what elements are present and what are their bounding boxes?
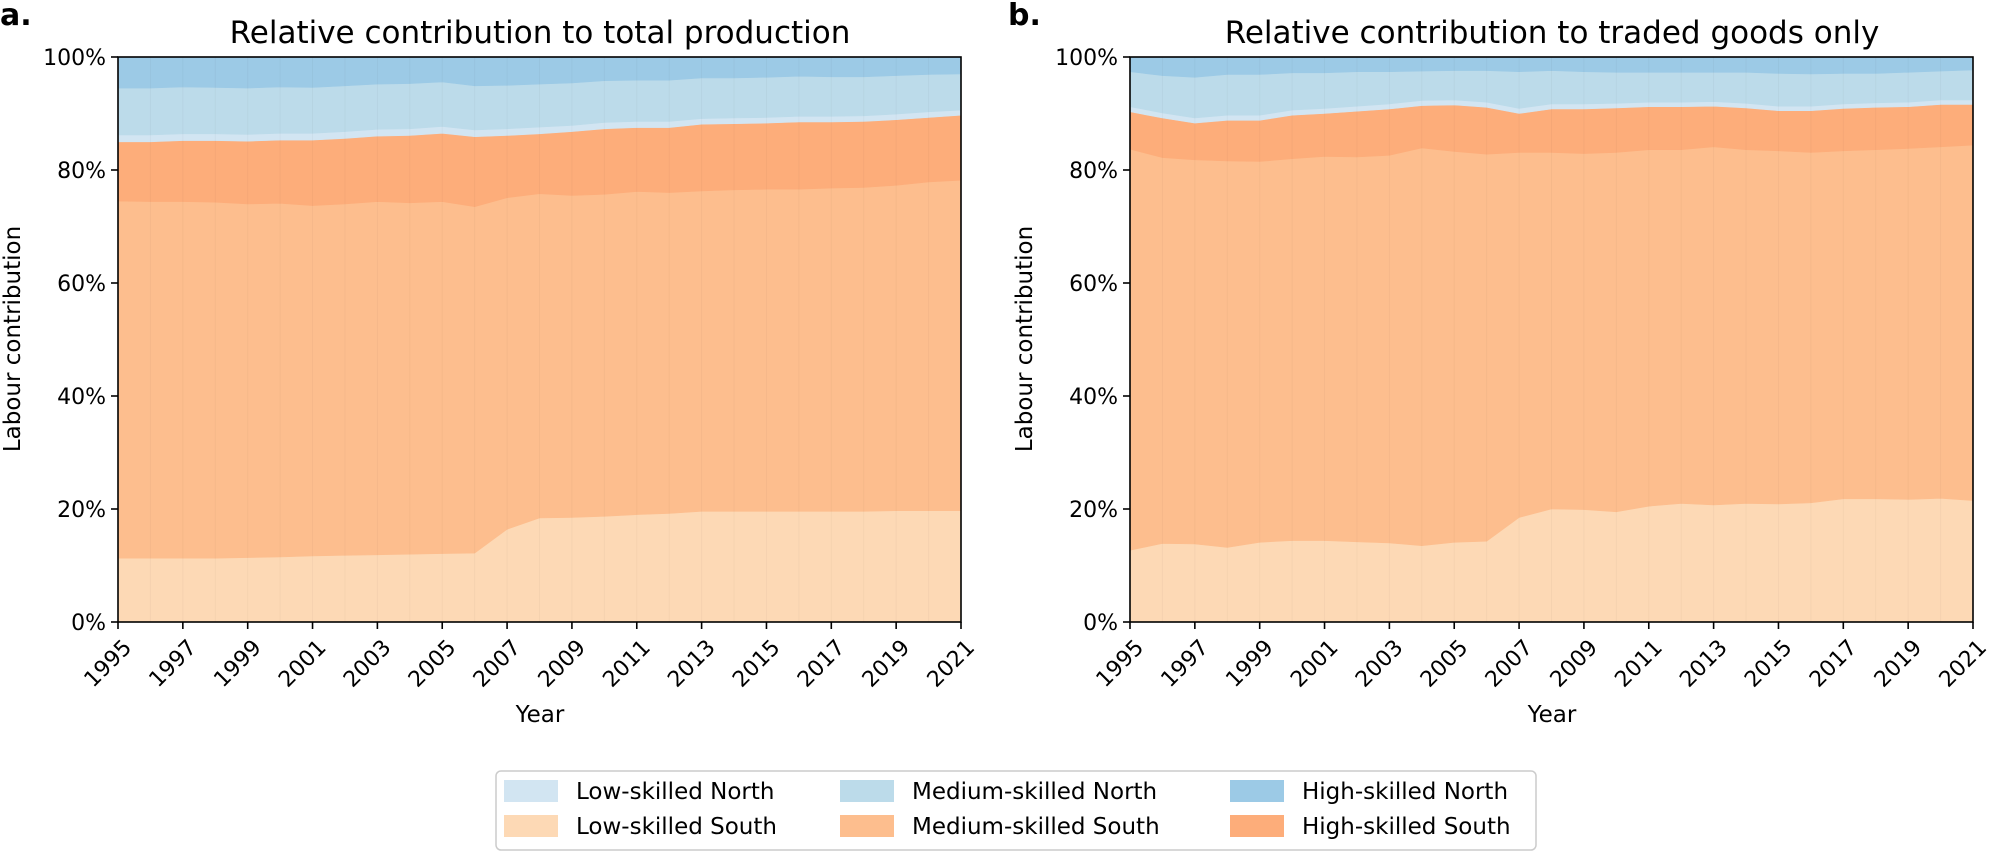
panel-a-ytick-label: 0% bbox=[71, 611, 106, 636]
panel-a: a. Relative contribution to total produc… bbox=[0, 0, 980, 728]
panel-a-xtick-label: 2015 bbox=[728, 635, 785, 692]
panel-a-ytick-label: 60% bbox=[57, 272, 106, 297]
panel-b-xtick-label: 1997 bbox=[1157, 635, 1214, 692]
legend-item-medium-skilled-south: Medium-skilled South bbox=[840, 814, 1160, 840]
panel-b-ytick-label: 100% bbox=[1055, 46, 1118, 71]
panel-b-title: Relative contribution to traded goods on… bbox=[1225, 15, 1880, 51]
panel-a-ytick-label: 100% bbox=[43, 46, 106, 71]
panel-b-ytick-label: 80% bbox=[1069, 159, 1118, 184]
panel-b-ytick-label: 20% bbox=[1069, 498, 1118, 523]
panel-b-xtick-label: 2011 bbox=[1610, 635, 1667, 692]
panel-a-xtick-label: 2003 bbox=[339, 635, 396, 692]
panel-b-ytick-label: 40% bbox=[1069, 385, 1118, 410]
panel-a-xtick-label: 2013 bbox=[663, 635, 720, 692]
panel-a-xtick-label: 2019 bbox=[858, 635, 915, 692]
legend-label: High-skilled North bbox=[1302, 779, 1508, 805]
legend-item-high-skilled-south: High-skilled South bbox=[1230, 814, 1511, 840]
legend-label: Low-skilled North bbox=[576, 779, 774, 805]
panel-a-xtick-label: 2011 bbox=[598, 635, 655, 692]
panel-b-frame bbox=[1129, 56, 1974, 623]
panel-a-ylabel: Labour contribution bbox=[0, 226, 26, 452]
legend-label: Medium-skilled South bbox=[912, 814, 1160, 840]
legend-items: Low-skilled North Medium-skilled North Hig… bbox=[504, 779, 1511, 840]
panel-b-xtick-label: 1999 bbox=[1221, 635, 1278, 692]
panel-a-ytick-label: 20% bbox=[57, 498, 106, 523]
panel-a-title: Relative contribution to total productio… bbox=[230, 15, 851, 51]
panel-b-label: b. bbox=[1008, 0, 1041, 33]
panel-a-xtick-label: 2017 bbox=[793, 635, 850, 692]
legend-label: Low-skilled South bbox=[576, 814, 777, 840]
panel-a-xtick-label: 2021 bbox=[923, 635, 980, 692]
panel-b-x-axis: 1995 1997 1999 2001 2003 2005 2007 2009 2011 2013… bbox=[1092, 622, 1992, 693]
panel-a-xlabel: Year bbox=[515, 702, 565, 728]
panel-b-xtick-label: 2009 bbox=[1546, 635, 1603, 692]
panel-b-xtick-label: 2019 bbox=[1870, 635, 1927, 692]
legend-item-medium-skilled-north: Medium-skilled North bbox=[840, 779, 1157, 805]
panel-a-xtick-label: 1999 bbox=[209, 635, 266, 692]
panel-a-xtick-label: 2001 bbox=[274, 635, 331, 692]
legend-swatch bbox=[504, 815, 558, 837]
panel-a-xtick-label: 2009 bbox=[534, 635, 591, 692]
panel-b-xtick-label: 2003 bbox=[1351, 635, 1408, 692]
legend-item-high-skilled-north: High-skilled North bbox=[1230, 779, 1508, 805]
legend-label: High-skilled South bbox=[1302, 814, 1511, 840]
legend-item-low-skilled-south: Low-skilled South bbox=[504, 814, 777, 840]
panel-a-xtick-label: 2005 bbox=[404, 635, 461, 692]
panel-b-xlabel: Year bbox=[1527, 702, 1577, 728]
panel-b: b. Relative contribution to traded goods… bbox=[1008, 0, 1992, 728]
panel-b-y-axis: 0% 20% 40% 60% 80% 100% bbox=[1055, 46, 1130, 636]
legend-swatch bbox=[1230, 815, 1284, 837]
legend-swatch bbox=[840, 780, 894, 802]
legend-item-low-skilled-north: Low-skilled North bbox=[504, 779, 774, 805]
panel-a-xtick-label: 2007 bbox=[469, 635, 526, 692]
panel-a-ytick-label: 80% bbox=[57, 159, 106, 184]
legend-swatch bbox=[1230, 780, 1284, 802]
legend: Low-skilled North Medium-skilled North Hig… bbox=[495, 770, 1537, 851]
panel-a-label: a. bbox=[0, 0, 32, 33]
panel-b-xtick-label: 2007 bbox=[1481, 635, 1538, 692]
panel-a-ytick-label: 40% bbox=[57, 385, 106, 410]
panel-b-xtick-label: 2021 bbox=[1935, 635, 1992, 692]
panel-a-x-axis: 1995 1997 1999 2001 2003 2005 2007 2009 2011 2013… bbox=[80, 622, 980, 693]
panel-b-ytick-label: 0% bbox=[1083, 611, 1118, 636]
panel-a-plot-area bbox=[117, 56, 962, 623]
legend-label: Medium-skilled North bbox=[912, 779, 1157, 805]
panel-a-xtick-label: 1997 bbox=[145, 635, 202, 692]
panel-b-ytick-label: 60% bbox=[1069, 272, 1118, 297]
panel-a-y-axis: 0% 20% 40% 60% 80% 100% bbox=[43, 46, 118, 636]
panel-a-frame bbox=[117, 56, 962, 623]
panel-b-xtick-label: 2013 bbox=[1675, 635, 1732, 692]
legend-swatch bbox=[840, 815, 894, 837]
panel-b-xtick-label: 1995 bbox=[1092, 635, 1149, 692]
panel-b-xtick-label: 2005 bbox=[1416, 635, 1473, 692]
panel-b-xtick-label: 2017 bbox=[1805, 635, 1862, 692]
panel-b-ylabel: Labour contribution bbox=[1012, 226, 1038, 452]
panel-b-plot-area bbox=[1129, 56, 1974, 623]
panel-b-xtick-label: 2015 bbox=[1740, 635, 1797, 692]
legend-swatch bbox=[504, 780, 558, 802]
panel-b-xtick-label: 2001 bbox=[1286, 635, 1343, 692]
panel-a-xtick-label: 1995 bbox=[80, 635, 137, 692]
